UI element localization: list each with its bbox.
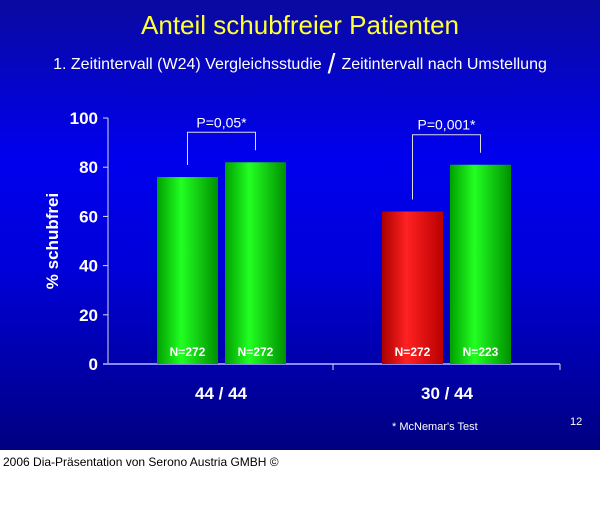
y-tick-label: 0: [89, 355, 98, 374]
footnote: * McNemar's Test: [392, 421, 478, 433]
subtitle-separator: /: [327, 48, 336, 79]
y-axis-label: % schubfrei: [43, 193, 62, 289]
slide-title: Anteil schubfreier Patienten: [141, 10, 459, 40]
y-tick-label: 100: [70, 109, 98, 128]
bar: [382, 211, 443, 364]
p-value-label: P=0,001*: [418, 117, 477, 133]
bar-label: N=272: [238, 345, 274, 359]
bar: [450, 164, 511, 364]
subtitle-right: Zeitintervall nach Umstellung: [341, 56, 547, 73]
p-value-label: P=0,05*: [196, 114, 247, 130]
bar-label: N=272: [170, 345, 206, 359]
slide-subtitle: 1. Zeitintervall (W24) Vergleichsstudie /…: [0, 48, 600, 80]
bar: [157, 177, 218, 364]
bar-label: N=272: [395, 345, 431, 359]
footer-text: 2006 Dia-Präsentation von Serono Austria…: [3, 455, 279, 469]
y-tick-label: 40: [79, 257, 98, 276]
y-tick-label: 20: [79, 306, 98, 325]
subtitle-left: 1. Zeitintervall (W24) Vergleichsstudie: [53, 56, 322, 73]
bar-label: N=223: [463, 345, 499, 359]
bar: [225, 162, 286, 364]
slide-number: 12: [570, 416, 582, 428]
slide: Anteil schubfreier Patienten 1. Zeitinte…: [0, 0, 600, 450]
y-tick-label: 60: [79, 207, 98, 226]
x-category-label: 30 / 44: [421, 384, 474, 403]
significance-bracket: [187, 131, 256, 166]
bar-chart: 0 20 40 60 80 100 % schubfrei N=272 N=272 N=272 N=…: [43, 109, 582, 433]
x-category-label: 44 / 44: [195, 384, 248, 403]
y-tick-label: 80: [79, 158, 98, 177]
significance-bracket: [412, 134, 481, 200]
